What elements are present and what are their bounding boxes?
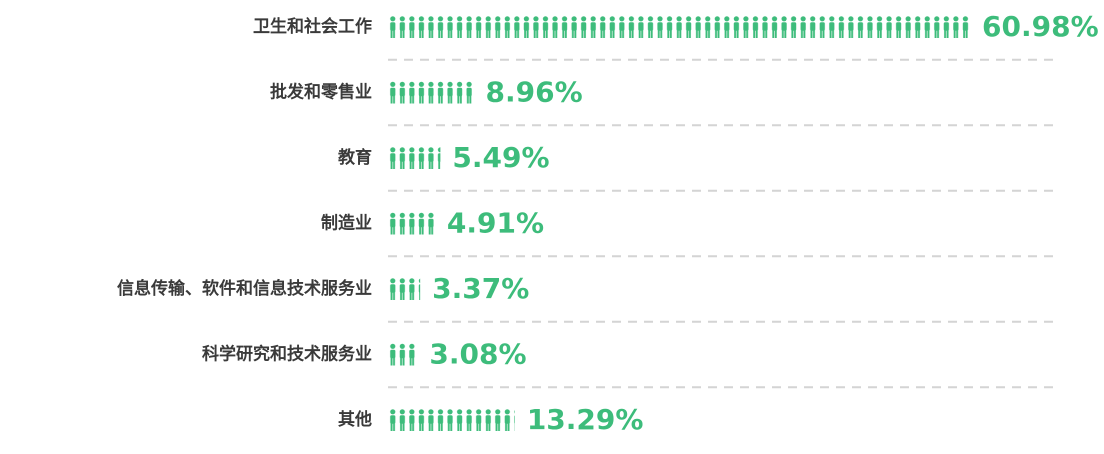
value-label: 4.91% [447, 207, 544, 240]
pictogram [388, 147, 441, 169]
category-label: 其他 [338, 409, 372, 430]
value-label: 5.49% [452, 141, 549, 174]
value-label: 8.96% [486, 76, 583, 109]
pictogram [388, 278, 421, 300]
pictogram [388, 81, 474, 104]
pictogram [388, 16, 970, 38]
category-label: 卫生和社会工作 [253, 16, 372, 37]
pictogram [388, 409, 515, 431]
category-label: 制造业 [321, 213, 372, 234]
category-label: 批发和零售业 [270, 82, 372, 103]
category-label: 信息传输、软件和信息技术服务业 [117, 278, 372, 299]
value-label: 60.98% [982, 10, 1099, 43]
category-label: 科学研究和技术服务业 [202, 344, 372, 365]
pictogram [388, 343, 418, 366]
value-label: 3.08% [429, 338, 526, 371]
pictogram [388, 212, 435, 235]
value-label: 13.29% [527, 403, 644, 436]
value-label: 3.37% [432, 272, 529, 305]
category-label: 教育 [337, 147, 372, 168]
